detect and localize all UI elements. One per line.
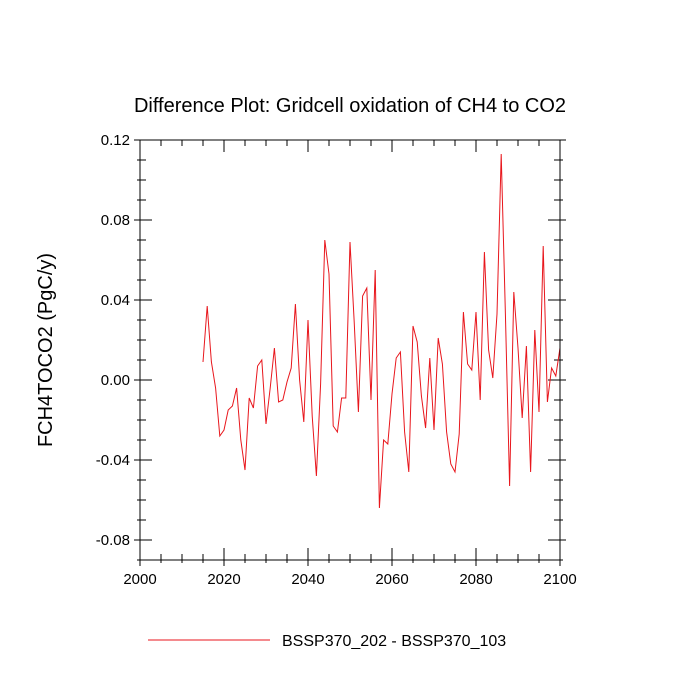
plot-frame xyxy=(139,139,561,561)
plot-layer xyxy=(202,153,561,509)
y-tick-label: 0.12 xyxy=(101,132,130,149)
legend-label: BSSP370_202 - BSSP370_103 xyxy=(282,633,506,650)
x-tick-label: 2080 xyxy=(459,571,492,588)
y-tick-label: 0.00 xyxy=(101,372,130,389)
ticks-layer: 2000 2020 2040 2060 2080 2100 -0.08 -0.04 0.00 0.… xyxy=(96,132,577,588)
y-tick-label: 0.08 xyxy=(101,212,130,229)
y-tick-label: 0.04 xyxy=(101,292,130,309)
y-tick-label: -0.08 xyxy=(96,532,130,549)
series-line xyxy=(202,153,561,509)
x-tick-label: 2100 xyxy=(543,571,576,588)
x-tick-label: 2000 xyxy=(123,571,156,588)
chart-title: Difference Plot: Gridcell oxidation of C… xyxy=(134,95,566,117)
legend: BSSP370_202 - BSSP370_103 xyxy=(148,633,506,650)
x-tick-label: 2020 xyxy=(207,571,240,588)
x-tick-label: 2060 xyxy=(375,571,408,588)
x-tick-label: 2040 xyxy=(291,571,324,588)
y-tick-label: -0.04 xyxy=(96,452,130,469)
y-axis-label: FCH4TOCO2 (PgC/y) xyxy=(35,253,57,447)
